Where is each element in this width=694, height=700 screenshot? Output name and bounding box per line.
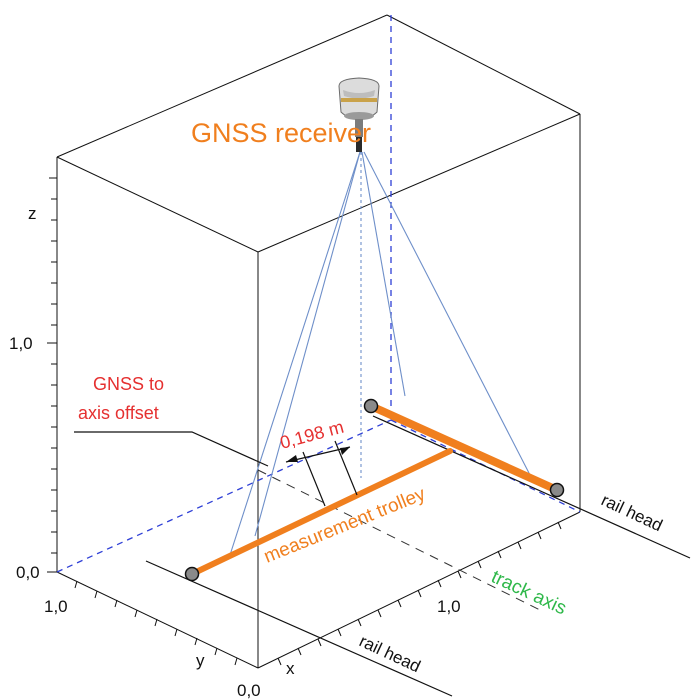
z-axis-label: z xyxy=(28,204,37,223)
measurement-trolley-label: measurement trolley xyxy=(261,483,429,567)
trolley-wheel-front xyxy=(184,566,200,582)
y-tick-label: 1,0 xyxy=(44,597,68,616)
track-axis-label: track axis xyxy=(488,566,570,619)
gnss-antenna-icon xyxy=(338,77,380,152)
box-bottom-front-right-edge xyxy=(257,511,581,669)
box-top-front-edge xyxy=(56,156,259,253)
measurement-trolley xyxy=(184,398,565,582)
antenna-wires xyxy=(229,151,531,556)
offset-extension-left xyxy=(302,451,326,507)
offset-title-line2: axis offset xyxy=(78,403,159,423)
rail-head-front-line xyxy=(145,560,453,697)
offset-title-line1: GNSS to xyxy=(93,374,164,394)
z-axis-ticks xyxy=(47,177,57,573)
offset-arrow-left xyxy=(286,455,298,462)
box-top-back-edge xyxy=(386,14,581,115)
trolley-cross-beam xyxy=(189,448,453,577)
rail-head-right-line xyxy=(372,415,691,559)
hidden-bottom-left-edge xyxy=(56,419,392,573)
track-axis-line xyxy=(257,469,541,611)
trolley-wheel-right xyxy=(549,482,565,498)
x-axis-label: x xyxy=(286,659,295,678)
z-tick-label-zero: 0,0 xyxy=(16,563,40,582)
trolley-rail-beam xyxy=(367,402,561,494)
x-tick-label: 1,0 xyxy=(437,597,461,616)
offset-leader-line xyxy=(74,431,269,467)
box-bottom-front-left-edge xyxy=(56,571,259,669)
y-axis-label: y xyxy=(196,651,205,670)
box-top-right-edge xyxy=(257,113,581,253)
hidden-bottom-right-edge xyxy=(390,419,581,513)
trolley-wheel-back xyxy=(363,398,379,414)
y-axis-ticks xyxy=(74,580,238,666)
box-top-left-edge xyxy=(56,14,388,158)
gnss-receiver-label: GNSS receiver xyxy=(191,118,371,148)
offset-arrow-right xyxy=(340,447,350,455)
offset-dimension xyxy=(74,431,358,507)
z-tick-label-top: 1,0 xyxy=(9,334,33,353)
hidden-edges xyxy=(56,15,581,573)
offset-value-label: 0,198 m xyxy=(278,417,346,453)
rail-head-right-label: rail head xyxy=(598,490,665,535)
origin-tick-label: 0,0 xyxy=(237,681,261,700)
x-axis-ticks xyxy=(277,521,562,666)
rail-head-front-label: rail head xyxy=(356,631,423,676)
